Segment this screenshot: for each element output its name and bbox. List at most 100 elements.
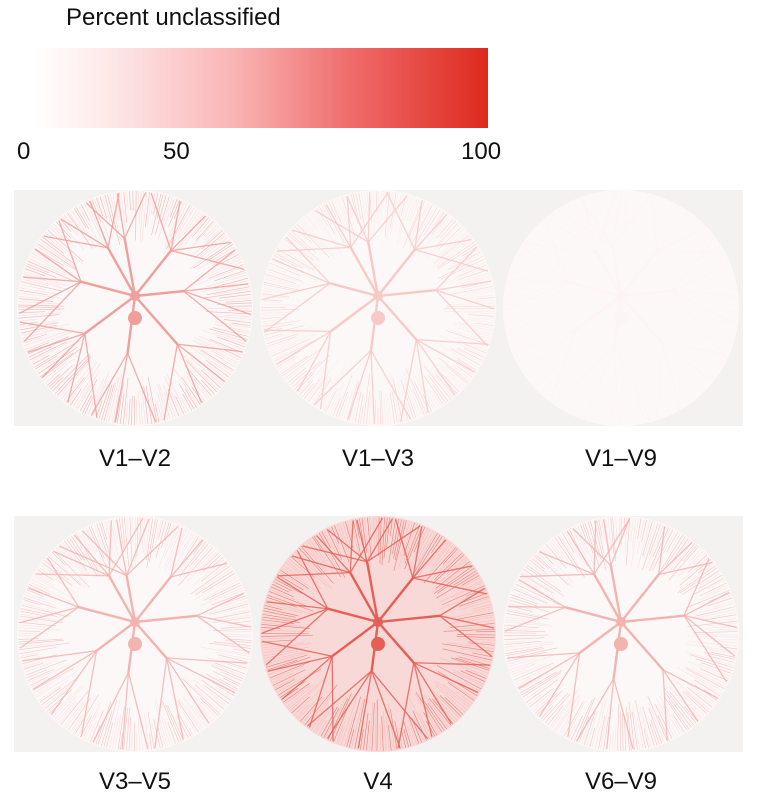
tree-tip bbox=[403, 199, 424, 248]
tree-subbranch bbox=[183, 290, 252, 316]
tree-tip bbox=[601, 518, 605, 538]
tree-tip bbox=[35, 355, 58, 370]
tree-tip bbox=[178, 208, 198, 240]
tree-tip bbox=[296, 223, 330, 259]
tree-tip bbox=[702, 328, 735, 337]
tree-tip bbox=[73, 207, 87, 229]
tree-tip bbox=[628, 701, 635, 751]
tree-tip bbox=[112, 193, 119, 222]
tree-tip bbox=[552, 539, 569, 561]
tree-root-node bbox=[614, 637, 628, 651]
tree-subbranch bbox=[127, 672, 149, 750]
tree-tip bbox=[29, 676, 48, 686]
tree-tip bbox=[108, 699, 121, 749]
tree-tip bbox=[278, 668, 322, 696]
tree-tip bbox=[390, 192, 399, 236]
tree-tip bbox=[526, 679, 559, 703]
tree-tip bbox=[104, 194, 114, 229]
tree-tip bbox=[360, 405, 364, 424]
tree-tip bbox=[47, 373, 61, 386]
tree-tip bbox=[267, 268, 303, 282]
tree-tip bbox=[504, 317, 536, 322]
tree-tip bbox=[261, 624, 310, 629]
tree-subbranch bbox=[606, 678, 615, 750]
tree-tip bbox=[455, 657, 490, 669]
tree-tip bbox=[506, 608, 541, 617]
tree-subbranch bbox=[176, 343, 203, 404]
tree-tip bbox=[289, 369, 308, 386]
tree-tip bbox=[19, 647, 57, 654]
tree-tip bbox=[544, 219, 563, 241]
tree-tip bbox=[573, 699, 593, 742]
tree-tip bbox=[452, 669, 484, 685]
tree-tip bbox=[346, 379, 359, 421]
tree-tip bbox=[568, 528, 588, 567]
tree-tip bbox=[213, 628, 252, 632]
tree-tip bbox=[414, 532, 436, 570]
tree-tip bbox=[646, 524, 664, 569]
tree-tip bbox=[200, 342, 239, 364]
tree-tip bbox=[340, 696, 358, 746]
tree-tip bbox=[628, 191, 634, 232]
tree-tip bbox=[518, 576, 538, 588]
tree-tip bbox=[362, 374, 370, 425]
tree-subbranch bbox=[170, 539, 204, 578]
tree-tip bbox=[170, 525, 181, 549]
tree-tip bbox=[505, 287, 543, 295]
tree-tip bbox=[216, 648, 251, 655]
tree-tip bbox=[313, 705, 332, 733]
tree-tip bbox=[644, 196, 659, 236]
tree-subbranch bbox=[23, 276, 82, 283]
tree-tip bbox=[583, 710, 596, 746]
tree-tip bbox=[642, 522, 659, 571]
tree-subbranch bbox=[414, 214, 448, 251]
tree-tip bbox=[605, 390, 611, 425]
tree-tip bbox=[381, 716, 384, 751]
tree-tip bbox=[154, 701, 169, 747]
tree-tip bbox=[216, 254, 240, 267]
tree-tip bbox=[505, 289, 556, 299]
tree-subbranch bbox=[23, 281, 82, 343]
tree-tip bbox=[144, 713, 150, 751]
tree-tip bbox=[334, 525, 350, 562]
tree-tip bbox=[666, 531, 679, 553]
tree-tip bbox=[514, 346, 537, 357]
tree-tip bbox=[517, 252, 557, 274]
tree-tip bbox=[224, 349, 242, 358]
tree-tip bbox=[99, 522, 113, 564]
tree-tip bbox=[456, 347, 483, 362]
tree-tip bbox=[206, 673, 238, 692]
tree-tip bbox=[29, 341, 67, 361]
tree-tip bbox=[202, 290, 251, 299]
tree-tip bbox=[660, 388, 673, 414]
tree-tip bbox=[683, 556, 710, 580]
tree-tip bbox=[120, 191, 127, 232]
tree-tip bbox=[193, 558, 225, 585]
tree-tip bbox=[120, 732, 123, 751]
tree-tip bbox=[306, 214, 319, 229]
tree-tip bbox=[434, 552, 463, 580]
tree-tip bbox=[465, 669, 487, 679]
tree-tip bbox=[48, 365, 73, 388]
tree-tip bbox=[512, 664, 543, 678]
tree-tip bbox=[650, 374, 670, 415]
tree-tip bbox=[201, 701, 217, 719]
tree-tip bbox=[273, 581, 293, 592]
tree-tip bbox=[529, 234, 545, 247]
tree-root-node bbox=[128, 637, 142, 651]
tree-tip bbox=[631, 711, 638, 750]
tree-subbranch bbox=[73, 534, 110, 577]
tree-branch bbox=[619, 249, 659, 298]
tree-tip bbox=[205, 359, 230, 378]
tree-tip bbox=[504, 641, 553, 648]
tree-tip bbox=[30, 677, 50, 688]
tree-subbranch bbox=[276, 246, 351, 252]
tree-tip bbox=[114, 714, 122, 750]
tree-subbranch bbox=[683, 558, 710, 616]
tree-tip bbox=[59, 218, 72, 232]
tree-v3-v5 bbox=[15, 514, 255, 754]
tree-tip bbox=[266, 270, 306, 285]
tree-tip bbox=[598, 519, 603, 537]
tree-tip bbox=[126, 517, 129, 538]
tree-tip bbox=[347, 521, 353, 538]
